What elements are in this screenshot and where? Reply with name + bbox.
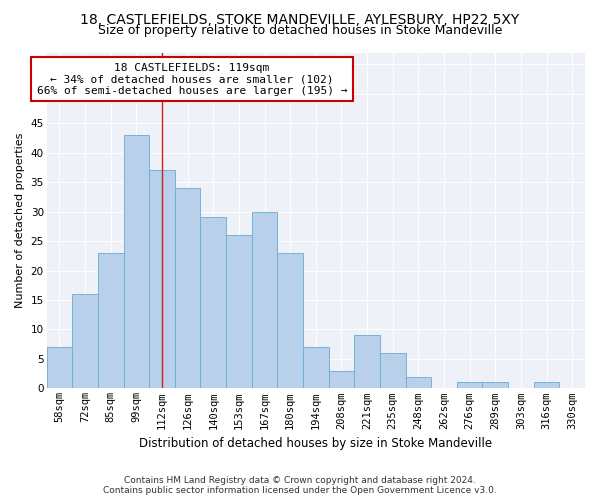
Bar (534, 382, 559, 388)
Bar (72, 294, 98, 388)
Bar (98, 253, 124, 388)
Bar (47, 347, 72, 389)
Text: 18, CASTLEFIELDS, STOKE MANDEVILLE, AYLESBURY, HP22 5XY: 18, CASTLEFIELDS, STOKE MANDEVILLE, AYLE… (80, 12, 520, 26)
Bar (124, 135, 149, 388)
Bar (277, 253, 303, 388)
X-axis label: Distribution of detached houses by size in Stoke Mandeville: Distribution of detached houses by size … (139, 437, 493, 450)
Y-axis label: Number of detached properties: Number of detached properties (15, 133, 25, 308)
Text: Size of property relative to detached houses in Stoke Mandeville: Size of property relative to detached ho… (98, 24, 502, 37)
Bar (303, 347, 329, 389)
Bar (175, 188, 200, 388)
Bar (354, 336, 380, 388)
Bar (380, 353, 406, 388)
Bar (457, 382, 482, 388)
Text: Contains HM Land Registry data © Crown copyright and database right 2024.
Contai: Contains HM Land Registry data © Crown c… (103, 476, 497, 495)
Bar (226, 235, 251, 388)
Bar (200, 218, 226, 388)
Bar (329, 370, 354, 388)
Text: 18 CASTLEFIELDS: 119sqm
← 34% of detached houses are smaller (102)
66% of semi-d: 18 CASTLEFIELDS: 119sqm ← 34% of detache… (37, 62, 347, 96)
Bar (251, 212, 277, 388)
Bar (406, 376, 431, 388)
Bar (149, 170, 175, 388)
Bar (482, 382, 508, 388)
